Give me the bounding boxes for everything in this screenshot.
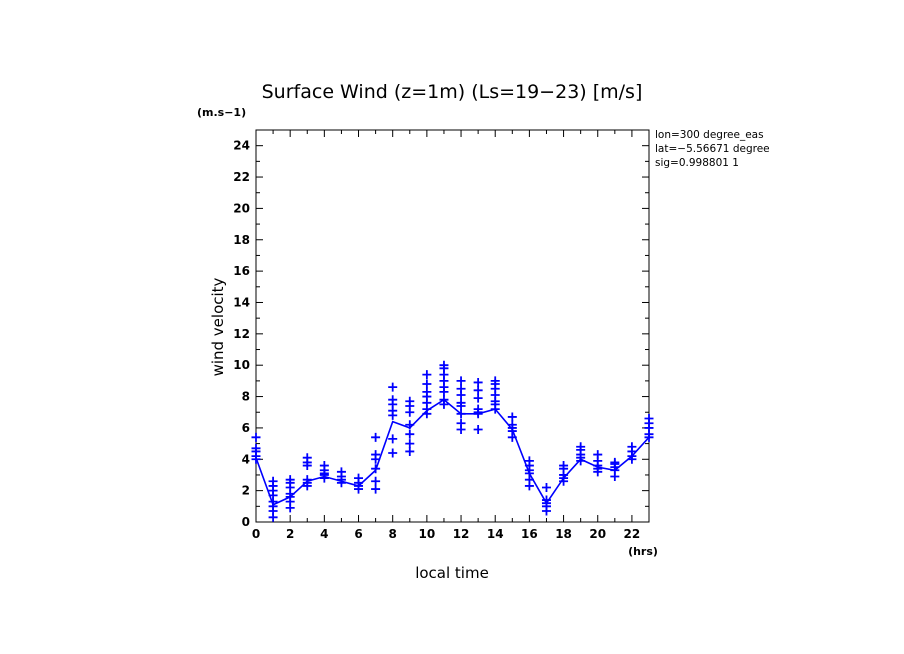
data-point: [490, 376, 500, 386]
y-axis-unit: (m.s−1): [197, 106, 246, 119]
data-point: [405, 429, 415, 439]
data-point: [405, 446, 415, 456]
data-point: [405, 420, 415, 430]
y-tick-label: 4: [242, 452, 250, 466]
data-point: [388, 434, 398, 444]
x-tick-label: 2: [286, 527, 294, 541]
data-point: [473, 424, 483, 434]
data-point: [371, 432, 381, 442]
data-point: [439, 360, 449, 370]
y-tick-label: 18: [233, 233, 250, 247]
x-tick-label: 4: [320, 527, 328, 541]
data-point: [422, 370, 432, 380]
x-tick-label: 16: [521, 527, 538, 541]
y-tick-label: 10: [233, 358, 250, 372]
x-tick-label: 22: [624, 527, 641, 541]
data-point: [371, 450, 381, 460]
data-point: [302, 453, 312, 463]
data-point: [439, 395, 449, 405]
data-point: [593, 450, 603, 460]
x-tick-label: 0: [252, 527, 260, 541]
data-point: [354, 473, 364, 483]
data-point: [251, 432, 261, 442]
data-point: [524, 456, 534, 466]
data-point: [302, 475, 312, 485]
info-line-lat: lat=−5.56671 degree: [655, 143, 770, 155]
data-point: [456, 376, 466, 386]
y-tick-label: 20: [233, 201, 250, 215]
data-point: [405, 396, 415, 406]
data-point: [388, 448, 398, 458]
data-point: [422, 379, 432, 389]
y-tick-label: 22: [233, 170, 250, 184]
data-point: [507, 420, 517, 430]
data-point: [473, 385, 483, 395]
data-point: [268, 476, 278, 486]
data-point: [473, 404, 483, 414]
y-tick-label: 2: [242, 484, 250, 498]
y-tick-label: 14: [233, 295, 250, 309]
x-tick-label: 20: [589, 527, 606, 541]
data-point: [388, 382, 398, 392]
data-point: [388, 395, 398, 405]
data-point: [405, 439, 415, 449]
series-line-mean: [255, 398, 650, 506]
data-point: [576, 442, 586, 452]
x-tick-label: 8: [389, 527, 397, 541]
y-tick-label: 24: [233, 139, 250, 153]
x-tick-label: 6: [354, 527, 362, 541]
data-point: [627, 442, 637, 452]
x-axis-label: local time: [415, 564, 489, 582]
y-tick-label: 16: [233, 264, 250, 278]
data-point: [422, 387, 432, 397]
y-tick-label: 12: [233, 327, 250, 341]
data-point: [371, 476, 381, 486]
data-point: [541, 495, 551, 505]
data-point: [610, 457, 620, 467]
y-tick-label: 0: [242, 515, 250, 529]
data-point: [456, 398, 466, 408]
x-tick-label: 10: [419, 527, 436, 541]
y-tick-label: 6: [242, 421, 250, 435]
data-point: [371, 484, 381, 494]
data-point: [559, 461, 569, 471]
data-point: [541, 483, 551, 493]
data-point: [456, 418, 466, 428]
data-point: [285, 475, 295, 485]
data-point: [371, 464, 381, 474]
x-tick-label: 18: [555, 527, 572, 541]
data-point: [473, 377, 483, 387]
data-point: [507, 412, 517, 422]
plot-frame: [255, 129, 650, 523]
x-tick-label: 12: [453, 527, 470, 541]
data-point: [336, 467, 346, 477]
data-point: [319, 461, 329, 471]
data-point: [456, 409, 466, 419]
data-point: [473, 393, 483, 403]
x-tick-label: 14: [487, 527, 504, 541]
data-point: [456, 384, 466, 394]
info-line-sig: sig=0.998801 1: [655, 157, 739, 169]
x-axis-unit: (hrs): [628, 545, 658, 558]
info-line-lon: lon=300 degree_eas: [655, 129, 764, 141]
chart-title: Surface Wind (z=1m) (Ls=19−23) [m/s]: [262, 81, 643, 103]
y-axis-label: wind velocity: [209, 277, 227, 376]
data-point: [251, 443, 261, 453]
info-crop: [780, 125, 904, 175]
data-point: [644, 414, 654, 424]
y-tick-label: 8: [242, 390, 250, 404]
